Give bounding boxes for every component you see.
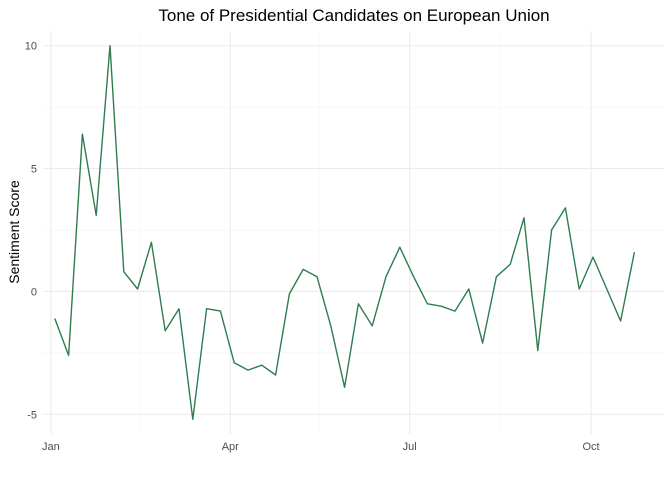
y-tick-label: 10 bbox=[25, 41, 37, 53]
x-tick-label: Apr bbox=[222, 441, 239, 453]
y-tick-label: 0 bbox=[31, 286, 37, 298]
minor-grid bbox=[43, 31, 664, 434]
y-axis-label: Sentiment Score bbox=[6, 180, 22, 284]
chart-title: Tone of Presidential Candidates on Europ… bbox=[158, 6, 549, 25]
y-tick-label: 5 bbox=[31, 164, 37, 176]
x-axis-ticks: Jan Apr Jul Oct bbox=[42, 441, 600, 453]
y-axis-ticks: -5 0 5 10 bbox=[25, 41, 37, 422]
x-tick-label: Oct bbox=[582, 441, 599, 453]
y-tick-label: -5 bbox=[27, 409, 37, 421]
major-grid bbox=[43, 31, 664, 434]
series-layer bbox=[54, 45, 636, 420]
x-tick-label: Jul bbox=[403, 441, 417, 453]
series-line bbox=[54, 45, 636, 420]
x-tick-label: Jan bbox=[42, 441, 60, 453]
